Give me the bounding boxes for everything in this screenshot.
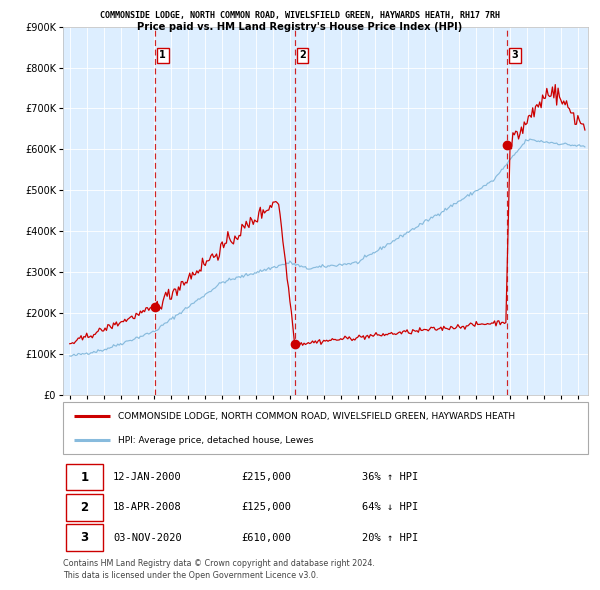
Text: 64% ↓ HPI: 64% ↓ HPI	[362, 503, 419, 512]
Text: 12-JAN-2000: 12-JAN-2000	[113, 472, 182, 482]
Text: 3: 3	[512, 50, 518, 60]
Text: £610,000: £610,000	[241, 533, 292, 543]
FancyBboxPatch shape	[65, 464, 103, 490]
Text: 1: 1	[160, 50, 166, 60]
Text: 1: 1	[80, 471, 89, 484]
Text: 2: 2	[80, 501, 89, 514]
Text: 3: 3	[80, 531, 89, 544]
FancyBboxPatch shape	[65, 525, 103, 551]
FancyBboxPatch shape	[65, 494, 103, 520]
Text: £215,000: £215,000	[241, 472, 292, 482]
Text: Contains HM Land Registry data © Crown copyright and database right 2024.: Contains HM Land Registry data © Crown c…	[63, 559, 375, 568]
Text: 18-APR-2008: 18-APR-2008	[113, 503, 182, 512]
FancyBboxPatch shape	[63, 402, 588, 454]
Text: HPI: Average price, detached house, Lewes: HPI: Average price, detached house, Lewe…	[118, 436, 314, 445]
Text: 36% ↑ HPI: 36% ↑ HPI	[362, 472, 419, 482]
Text: 2: 2	[299, 50, 306, 60]
Text: COMMONSIDE LODGE, NORTH COMMON ROAD, WIVELSFIELD GREEN, HAYWARDS HEATH, RH17 7RH: COMMONSIDE LODGE, NORTH COMMON ROAD, WIV…	[100, 11, 500, 19]
Text: COMMONSIDE LODGE, NORTH COMMON ROAD, WIVELSFIELD GREEN, HAYWARDS HEATH: COMMONSIDE LODGE, NORTH COMMON ROAD, WIV…	[118, 412, 515, 421]
Text: 20% ↑ HPI: 20% ↑ HPI	[362, 533, 419, 543]
Text: Price paid vs. HM Land Registry's House Price Index (HPI): Price paid vs. HM Land Registry's House …	[137, 22, 463, 32]
Text: 03-NOV-2020: 03-NOV-2020	[113, 533, 182, 543]
Text: This data is licensed under the Open Government Licence v3.0.: This data is licensed under the Open Gov…	[63, 571, 319, 579]
Text: £125,000: £125,000	[241, 503, 292, 512]
